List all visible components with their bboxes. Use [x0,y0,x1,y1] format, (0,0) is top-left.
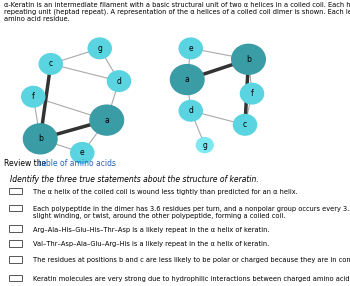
Text: b: b [38,134,43,143]
Text: c: c [243,120,247,129]
Text: e: e [80,148,85,157]
Circle shape [107,71,131,92]
Circle shape [170,65,204,95]
Bar [9,256,22,263]
Text: The α helix of the coiled coil is wound less tightly than predicted for an α hel: The α helix of the coiled coil is wound … [33,189,298,195]
Circle shape [233,114,257,135]
Bar [9,205,22,211]
Bar [9,188,22,194]
Circle shape [179,38,202,59]
Text: c: c [49,59,53,68]
Text: table of amino acids: table of amino acids [38,159,116,168]
Circle shape [71,143,94,163]
Text: a: a [185,75,190,84]
Circle shape [240,83,264,104]
Text: e: e [188,44,193,53]
Text: Each polypeptide in the dimer has 3.6 residues per turn, and a nonpolar group oc: Each polypeptide in the dimer has 3.6 re… [33,206,350,219]
Circle shape [22,86,45,107]
Text: The residues at positions b and c are less likely to be polar or charged because: The residues at positions b and c are le… [33,257,350,263]
Circle shape [232,44,265,74]
Circle shape [88,38,111,59]
Text: f: f [251,89,253,98]
Text: α-Keratin is an intermediate filament with a basic structural unit of two α heli: α-Keratin is an intermediate filament wi… [4,2,350,22]
Text: Val–Thr–Asp–Ala–Glu–Arg–His is a likely repeat in the α helix of keratin.: Val–Thr–Asp–Ala–Glu–Arg–His is a likely … [33,241,270,247]
Text: Review the: Review the [4,159,48,168]
Text: d: d [188,106,193,115]
Circle shape [23,124,57,154]
Text: g: g [97,44,102,53]
Text: Keratin molecules are very strong due to hydrophilic interactions between charge: Keratin molecules are very strong due to… [33,276,350,282]
Circle shape [90,105,124,135]
Text: Arg–Ala–His–Glu–His–Thr–Asp is a likely repeat in the α helix of keratin.: Arg–Ala–His–Glu–His–Thr–Asp is a likely … [33,227,270,233]
Text: f: f [32,92,35,101]
Circle shape [179,100,202,121]
Text: b: b [246,55,251,64]
Text: a: a [104,116,109,125]
Bar [9,240,22,247]
Bar [9,225,22,232]
Text: Identify the three true statements about the structure of keratin.: Identify the three true statements about… [10,175,259,184]
Circle shape [39,54,62,74]
Circle shape [196,138,213,152]
Bar [9,275,22,281]
Text: .: . [110,159,113,168]
Text: d: d [117,77,121,86]
Text: g: g [202,141,207,150]
